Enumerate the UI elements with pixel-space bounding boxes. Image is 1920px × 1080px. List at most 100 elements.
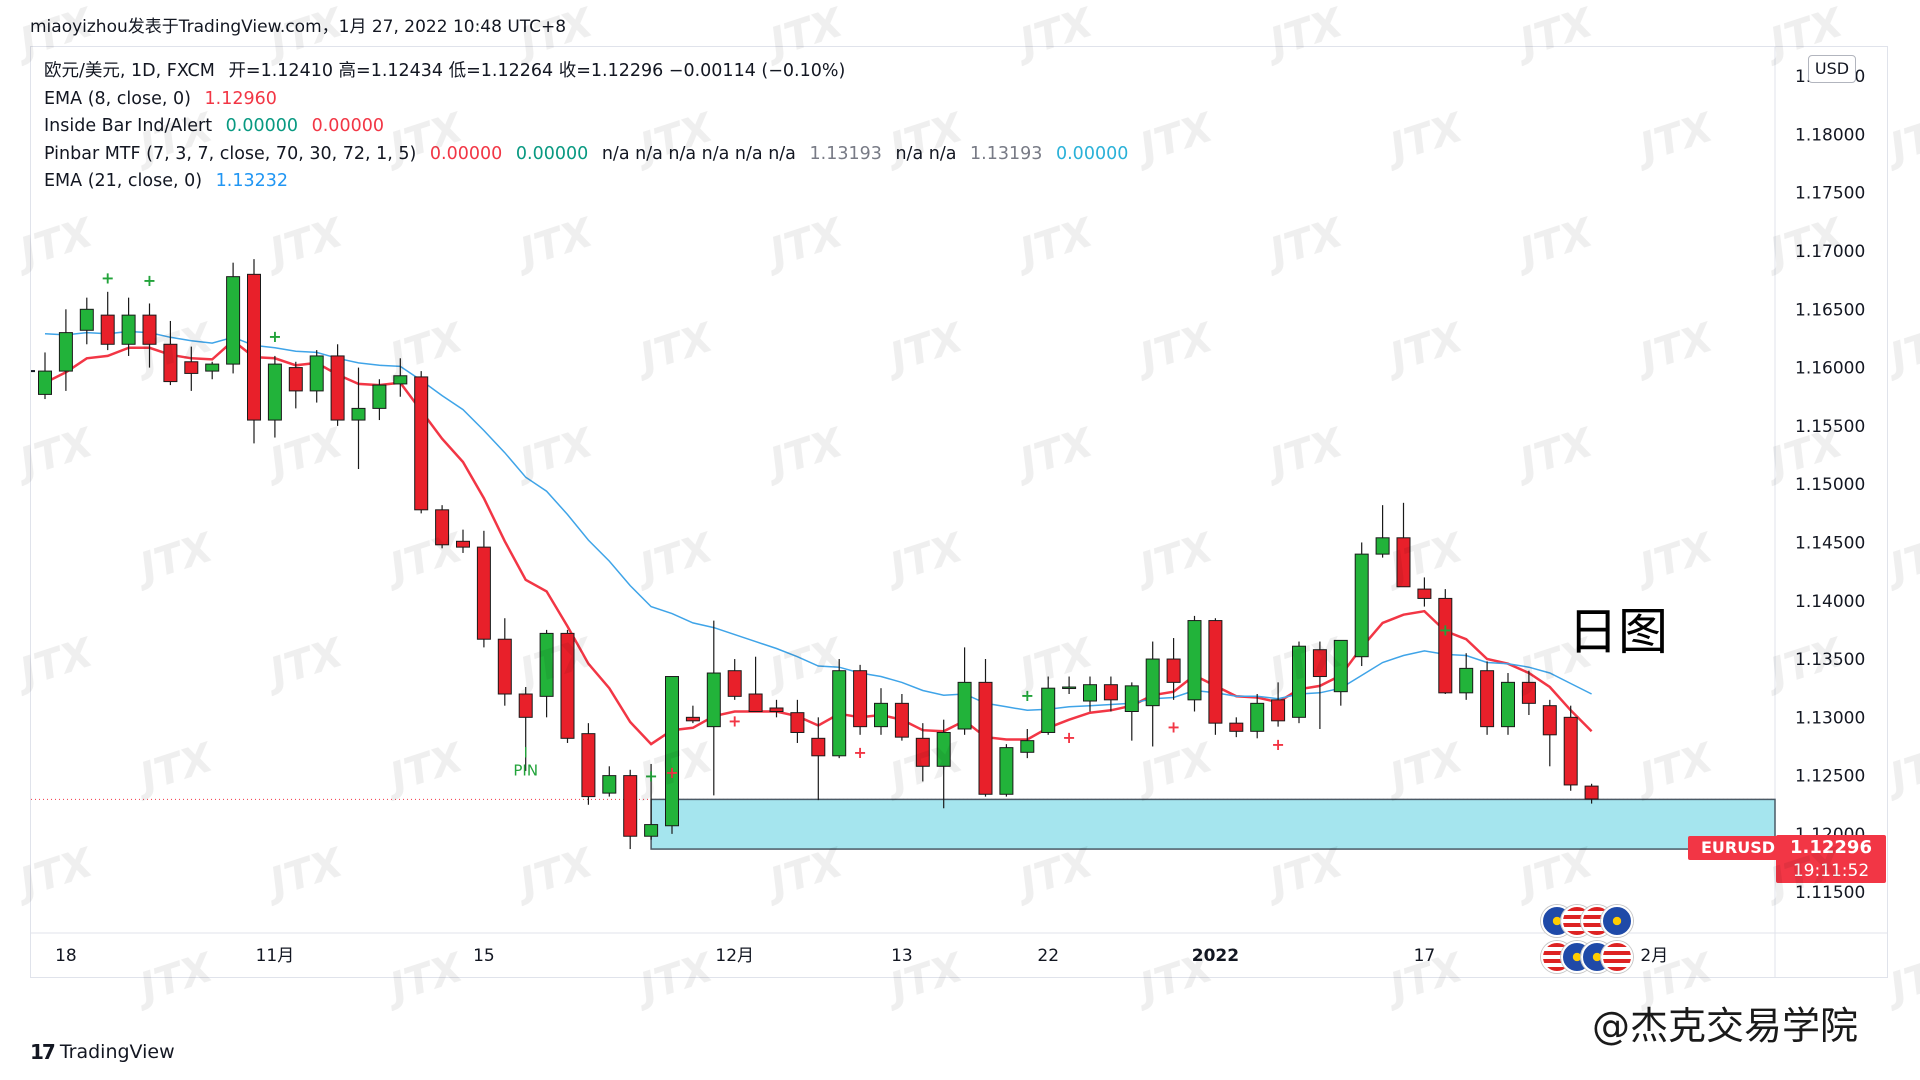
candle-body [38, 370, 52, 395]
legend-ema21-label: EMA (21, close, 0) [44, 171, 203, 191]
us-flag-icon[interactable] [1601, 941, 1633, 973]
candle-body [1271, 699, 1286, 722]
candle-body [644, 824, 659, 837]
time-tick-label: 12月 [715, 946, 754, 966]
candle [351, 367, 366, 470]
legend-ema21-row[interactable]: EMA (21, close, 0) 1.13232 [44, 168, 1128, 196]
candle [1062, 676, 1077, 695]
candle [1083, 676, 1097, 712]
candle-body [1166, 658, 1181, 683]
legend-pinbar-label: Pinbar MTF (7, 3, 7, close, 70, 30, 72, … [44, 143, 417, 164]
candle-body [184, 361, 199, 374]
candle-body [1396, 537, 1411, 588]
candle-body [1124, 685, 1139, 713]
candle-body [1521, 681, 1536, 704]
legend-symbol: 欧元/美元, 1D, FXCM [44, 61, 215, 81]
watermark-text: JTX [1884, 104, 1920, 172]
time-tick-label: 13 [891, 946, 913, 966]
legend-main-row[interactable]: 欧元/美元, 1D, FXCM 开=1.12410 高=1.12434 低=1.… [44, 58, 1128, 86]
watermark-text: JTX [1884, 314, 1920, 382]
candle-body [685, 716, 700, 722]
candle [267, 355, 282, 438]
candle-body [393, 375, 408, 385]
candle [1103, 676, 1118, 712]
candle [456, 529, 470, 553]
legend-pinbar-na: n/a n/a n/a n/a n/a n/a [601, 143, 796, 164]
candle-body [706, 672, 721, 728]
candle-body [727, 670, 742, 697]
candle [163, 320, 178, 386]
time-tick-label: 2月 [1640, 946, 1668, 966]
candle [205, 361, 220, 380]
candle [853, 664, 868, 735]
candle-body [1480, 670, 1495, 728]
candle-body [247, 273, 261, 421]
candle-body [1333, 639, 1348, 693]
price-tick-label: 1.15500 [1795, 417, 1865, 437]
candle-body [581, 733, 596, 798]
candle-body [142, 314, 157, 345]
publisher-line: miaoyizhou发表于TradingView.com，1月 27, 2022… [30, 17, 567, 37]
legend-pinbar-v5: 0.00000 [1055, 143, 1129, 164]
candle-body [351, 407, 366, 421]
candle-body [226, 276, 241, 365]
candle [581, 723, 596, 805]
tradingview-brand[interactable]: 17 TradingView [30, 1040, 175, 1064]
legend-insidebar-row[interactable]: Inside Bar Ind/Alert 0.00000 0.00000 [44, 113, 1128, 141]
candle [476, 530, 491, 648]
legend-ema21-value: 1.13232 [215, 171, 289, 191]
candle [1480, 661, 1495, 735]
candle [894, 694, 909, 741]
candle [1271, 682, 1286, 727]
price-tick-label: 1.18000 [1795, 125, 1865, 145]
candle-body [456, 540, 470, 548]
candle-body [1020, 740, 1035, 753]
candle [184, 346, 199, 391]
candle-body [748, 693, 763, 713]
candle-body [874, 702, 888, 728]
watermark-text: JTX [1884, 524, 1920, 592]
currency-button[interactable]: USD [1808, 55, 1856, 83]
legend-pinbar-na2: n/a n/a [895, 143, 957, 164]
candle [1438, 589, 1453, 695]
candle [1208, 618, 1223, 735]
candle [1250, 694, 1265, 739]
candle [38, 352, 52, 400]
candle [372, 379, 387, 421]
candle [915, 723, 930, 782]
candle-body [1354, 553, 1369, 658]
candle [602, 766, 617, 797]
candle [79, 297, 94, 345]
candle [1563, 705, 1578, 791]
legend-pinbar-row[interactable]: Pinbar MTF (7, 3, 7, close, 70, 30, 72, … [44, 141, 1128, 169]
candle [226, 262, 241, 374]
candle [560, 629, 575, 743]
candle [832, 659, 847, 759]
candle-body [1438, 597, 1453, 694]
candle [1375, 505, 1390, 558]
time-tick-label: 11月 [256, 946, 295, 966]
candle [1396, 502, 1411, 588]
candle [936, 719, 951, 809]
left-edge-tick [31, 370, 35, 373]
time-tick-label: 17 [1414, 946, 1436, 966]
candle-body [1187, 620, 1202, 701]
candle [706, 620, 721, 796]
candle [539, 629, 554, 718]
candle-body [1041, 687, 1056, 733]
candle [1187, 615, 1202, 712]
candle-body [853, 670, 868, 728]
eu-flag-icon[interactable] [1601, 905, 1633, 937]
candle [518, 687, 533, 771]
candle [1417, 577, 1432, 607]
candle-body [1062, 686, 1077, 690]
bearish-signal-marker: + [853, 743, 866, 762]
watermark-text: JTX [1884, 944, 1920, 1012]
legend-ema8-row[interactable]: EMA (8, close, 0) 1.12960 [44, 86, 1128, 114]
watermark-text: JTX [1884, 734, 1920, 802]
candle-body [1103, 684, 1118, 701]
candle [1292, 641, 1306, 724]
candle-body [769, 707, 784, 712]
